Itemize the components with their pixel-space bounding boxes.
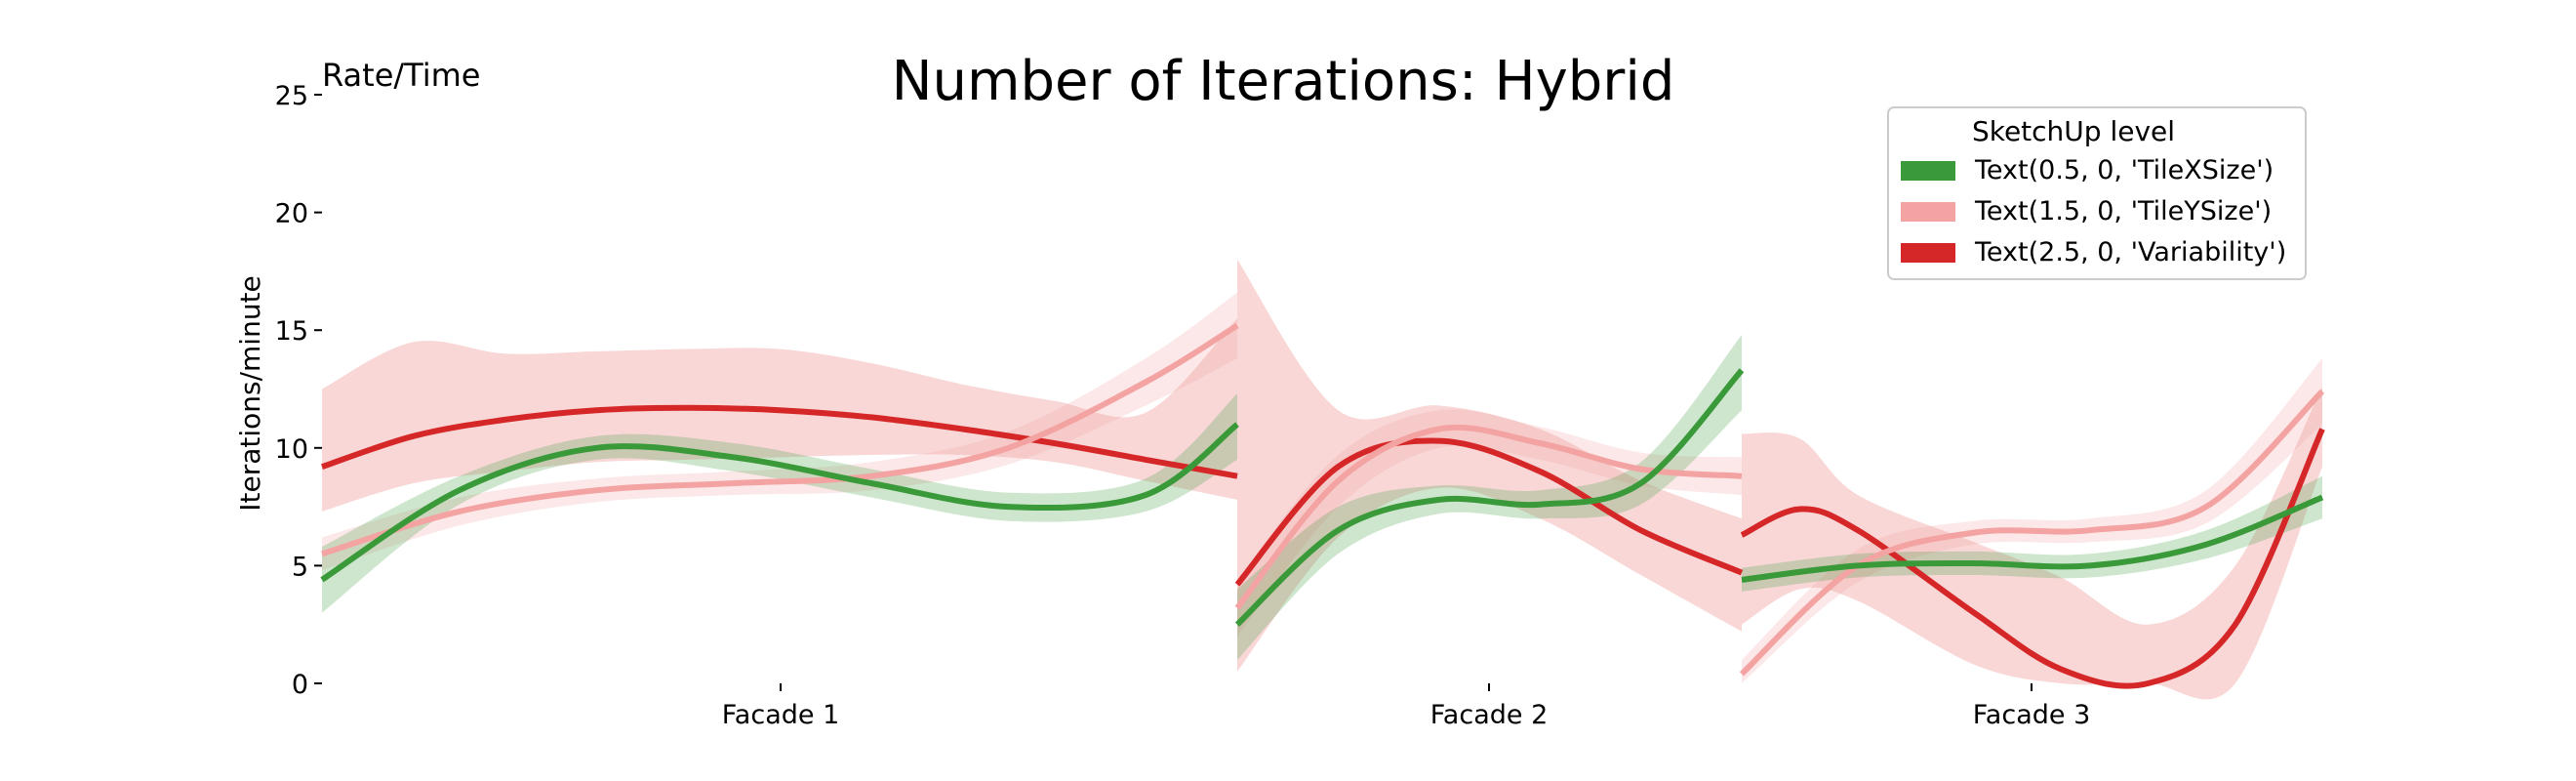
series-line bbox=[1740, 428, 2325, 689]
legend-swatch bbox=[1901, 243, 1955, 263]
x-tick-label: Facade 3 bbox=[1973, 700, 2091, 730]
legend-frame bbox=[1887, 106, 2307, 280]
series-line bbox=[1234, 437, 1744, 587]
series-line bbox=[1234, 424, 1743, 610]
confidence-band bbox=[1237, 259, 1742, 672]
series-line bbox=[1739, 389, 2325, 677]
y-tick-label: 20 bbox=[275, 199, 308, 229]
legend-label: Text(0.5, 0, 'TileXSize') bbox=[1974, 155, 2274, 185]
confidence-band bbox=[322, 292, 1237, 571]
chart-title: Number of Iterations: Hybrid bbox=[892, 50, 1675, 113]
y-axis-label: Iterations/minute bbox=[234, 275, 266, 512]
confidence-band bbox=[322, 393, 1237, 613]
series-line bbox=[321, 322, 1239, 557]
legend-label: Text(2.5, 0, 'Variability') bbox=[1974, 237, 2286, 267]
confidence-band bbox=[1237, 335, 1742, 660]
y-tick-label: 10 bbox=[275, 434, 308, 465]
legend-swatch bbox=[1901, 161, 1955, 181]
y-tick-label: 25 bbox=[275, 81, 308, 111]
confidence-band bbox=[1742, 358, 2322, 683]
x-tick-label: Facade 2 bbox=[1430, 700, 1549, 730]
confidence-band bbox=[322, 318, 1237, 512]
corner-label: Rate/Time bbox=[322, 57, 480, 94]
y-tick-label: 5 bbox=[292, 552, 308, 582]
series-line bbox=[321, 404, 1238, 479]
y-tick-label: 15 bbox=[275, 316, 308, 347]
legend: SketchUp level Text(0.5, 0, 'TileXSize')… bbox=[1887, 106, 2307, 280]
legend-swatch bbox=[1901, 202, 1955, 222]
plot-area bbox=[320, 259, 2325, 700]
confidence-band bbox=[1742, 387, 2322, 700]
legend-items: Text(0.5, 0, 'TileXSize') Text(1.5, 0, 'T… bbox=[1901, 155, 2286, 267]
series-line bbox=[1234, 368, 1745, 627]
axes: 0 5 10 15 20 25 Facade 1 Facade 2 Facade 3 bbox=[275, 81, 2091, 730]
y-tick-label: 0 bbox=[292, 670, 308, 700]
x-tick-label: Facade 1 bbox=[722, 700, 840, 730]
legend-label: Text(1.5, 0, 'TileYSize') bbox=[1974, 196, 2272, 226]
legend-title: SketchUp level bbox=[1972, 115, 2175, 147]
series-line bbox=[320, 422, 1239, 583]
series-line bbox=[1741, 494, 2324, 583]
